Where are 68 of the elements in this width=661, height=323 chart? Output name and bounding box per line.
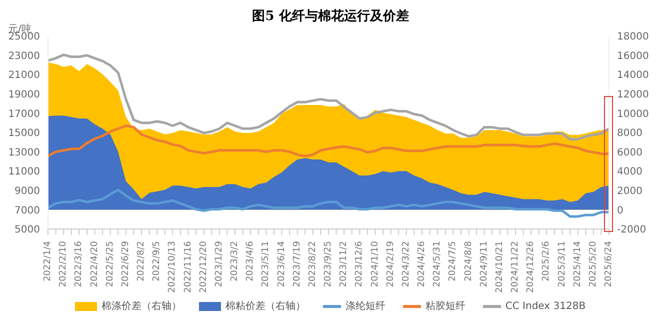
x-tick-label: 2022/9/5: [152, 241, 162, 282]
x-tick-label: 2025/3/11: [557, 241, 568, 288]
legend-label: 棉粘价差（右轴）: [225, 300, 306, 313]
x-tick-label: 2023/11/2: [339, 241, 350, 288]
x-tick-label: 2022/8/2: [136, 241, 146, 282]
y2-tick-label: 12000: [617, 89, 649, 100]
x-tick-label: 2025/6/24: [604, 240, 614, 288]
x-tick-label: 2024/11/22: [510, 241, 520, 293]
y-tick-label: 25000: [8, 32, 40, 43]
y-tick-label: 17000: [8, 108, 40, 120]
y2-tick-label: 10000: [617, 108, 649, 120]
y2-tick-label: 8000: [617, 128, 642, 140]
x-tick-label: 2023/6/14: [276, 240, 287, 288]
y-tick-label: 9000: [14, 186, 40, 197]
legend-label: 粘胶短纤: [425, 300, 466, 313]
x-tick-label: 2024/1/10: [370, 240, 380, 288]
y2-tick-label: 2000: [617, 186, 642, 197]
x-tick-label: 2023/5/11: [261, 241, 272, 288]
y-tick-label: 7000: [14, 205, 40, 216]
x-tick-label: 2022/4/20: [90, 240, 100, 288]
x-tick-label: 2023/12/6: [354, 240, 365, 288]
x-tick-label: 2024/8/8: [464, 240, 474, 282]
x-tick-label: 2025/5/20: [588, 240, 598, 288]
x-tick-label: 2023/4/6: [246, 240, 256, 282]
y2-tick-label: 4000: [617, 166, 642, 178]
x-tick-label: 2023/9/25: [324, 241, 334, 288]
x-tick-label: 2024/3/22: [401, 241, 412, 288]
x-tick-label: 2022/5/25: [105, 241, 116, 288]
x-tick-label: 2024/7/5: [448, 241, 458, 282]
x-tick-label: 2023/3/2: [230, 241, 240, 282]
x-tick-label: 2024/5/31: [432, 241, 443, 288]
legend-label: 涤纶短纤: [345, 300, 386, 313]
y2-tick-label: 0: [617, 205, 624, 216]
x-tick-label: 2025/4/14: [572, 240, 583, 288]
x-tick-label: 2024/2/19: [386, 240, 396, 288]
x-tick-label: 2022/10/13: [168, 241, 178, 293]
legend-label: CC Index 3128B: [505, 300, 586, 312]
y2-tick-label: 16000: [617, 50, 649, 62]
line-series: [46, 124, 610, 158]
x-tick-label: 2025/2/6: [542, 240, 552, 282]
x-tick-label: 2024/10/21: [494, 241, 505, 293]
y2-tick-label: -2000: [617, 224, 646, 236]
y-tick-label: 11000: [8, 166, 40, 178]
x-tick-label: 2023/8/22: [308, 241, 318, 288]
x-tick-label: 2022/3/16: [74, 240, 84, 288]
x-tick-label: 2024/9/11: [479, 241, 490, 288]
y-tick-label: 15000: [8, 128, 40, 140]
line-series: [46, 188, 610, 218]
chart-title: 图5 化纤与棉花运行及价差: [252, 9, 409, 24]
y2-tick-label: 6000: [617, 147, 642, 158]
x-tick-label: 2024/12/26: [526, 240, 536, 293]
x-tick-label: 2023/7/19: [292, 240, 302, 288]
x-tick-label: 2022/6/29: [120, 240, 131, 288]
y-tick-label: 5000: [14, 224, 40, 236]
y-tick-label: 19000: [8, 89, 40, 100]
x-tick-label: 2024/4/26: [417, 240, 427, 288]
y-tick-label: 21000: [8, 70, 40, 82]
legend-label: 棉涤价差（右轴）: [101, 300, 182, 313]
x-tick-label: 2022/2/10: [58, 240, 69, 288]
x-tick-label: 2023/1/29: [214, 240, 224, 288]
y2-tick-label: 14000: [617, 70, 649, 82]
x-tick-label: 2022/11/16: [183, 240, 194, 293]
y2-tick-label: 18000: [617, 32, 649, 43]
line-series: [46, 54, 610, 141]
y-tick-label: 13000: [8, 147, 40, 158]
x-tick-label: 2022/12/20: [198, 240, 209, 293]
y-tick-label: 23000: [8, 50, 40, 62]
x-tick-label: 2022/1/4: [43, 240, 53, 282]
